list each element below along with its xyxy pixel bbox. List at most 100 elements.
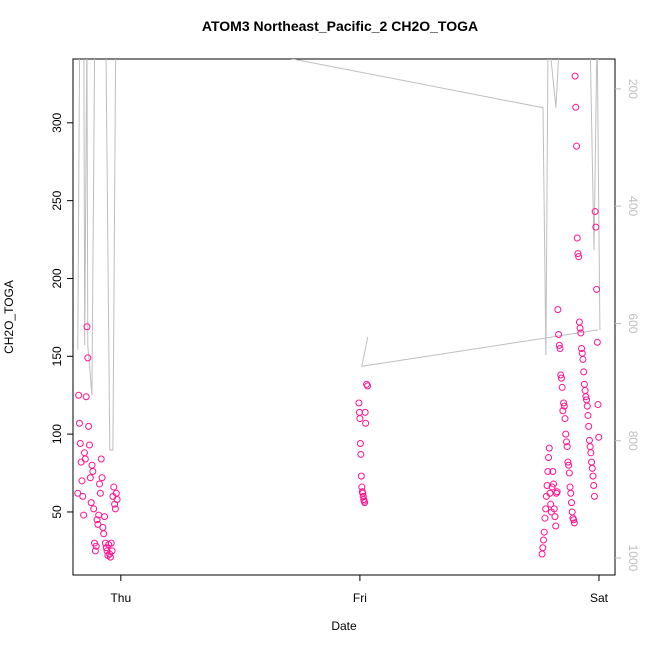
data-point bbox=[81, 455, 89, 463]
data-point bbox=[590, 492, 598, 500]
data-point bbox=[592, 223, 600, 231]
data-point bbox=[557, 371, 565, 379]
x-tick-label: Fri bbox=[353, 591, 367, 605]
data-point bbox=[538, 550, 546, 558]
data-point bbox=[559, 407, 567, 415]
y2-tick-label: 400 bbox=[626, 196, 640, 216]
data-point bbox=[85, 422, 93, 430]
data-point bbox=[92, 542, 100, 550]
data-point bbox=[555, 341, 563, 349]
data-point bbox=[567, 489, 575, 497]
data-point bbox=[76, 439, 84, 447]
data-point bbox=[88, 461, 96, 469]
data-point bbox=[549, 467, 557, 475]
data-point bbox=[93, 516, 101, 524]
data-point bbox=[108, 547, 116, 555]
data-point bbox=[96, 480, 104, 488]
data-point bbox=[355, 399, 363, 407]
data-point bbox=[557, 374, 565, 382]
data-point bbox=[566, 483, 574, 491]
data-point bbox=[565, 469, 573, 477]
data-point bbox=[551, 513, 559, 521]
data-point bbox=[591, 208, 599, 216]
data-point bbox=[79, 492, 87, 500]
data-point bbox=[572, 103, 580, 111]
x-axis-label: Date bbox=[331, 619, 357, 633]
data-point bbox=[357, 472, 365, 480]
y-tick-label: 50 bbox=[50, 505, 64, 519]
data-point bbox=[574, 250, 582, 258]
data-point bbox=[83, 323, 91, 331]
y2-tick-label: 1000 bbox=[626, 545, 640, 572]
y-tick-label: 150 bbox=[50, 346, 64, 366]
data-point bbox=[363, 380, 371, 388]
y-tick-label: 200 bbox=[50, 268, 64, 288]
data-point bbox=[550, 505, 558, 513]
data-point bbox=[111, 505, 119, 513]
data-point bbox=[562, 430, 570, 438]
data-point bbox=[355, 408, 363, 416]
data-point bbox=[573, 142, 581, 150]
data-point bbox=[567, 499, 575, 507]
data-point bbox=[545, 444, 553, 452]
data-point bbox=[96, 489, 104, 497]
data-point bbox=[562, 438, 570, 446]
data-point bbox=[575, 253, 583, 261]
data-point bbox=[554, 306, 562, 314]
data-point bbox=[570, 516, 578, 524]
data-point bbox=[356, 415, 364, 423]
data-point bbox=[356, 439, 364, 447]
data-point bbox=[594, 401, 602, 409]
data-point bbox=[110, 483, 118, 491]
y-axis-label: CH2O_TOGA bbox=[2, 280, 16, 354]
data-point bbox=[581, 387, 589, 395]
data-point bbox=[98, 474, 106, 482]
data-point bbox=[587, 449, 595, 457]
plot-area bbox=[74, 59, 603, 561]
data-point bbox=[75, 419, 83, 427]
data-point bbox=[582, 393, 590, 401]
data-point bbox=[575, 318, 583, 326]
data-point bbox=[545, 453, 553, 461]
plot-frame bbox=[72, 58, 616, 576]
pressure-line bbox=[77, 59, 601, 451]
y2-tick-label: 800 bbox=[626, 431, 640, 451]
data-point bbox=[576, 324, 584, 332]
data-point bbox=[99, 524, 107, 532]
data-point bbox=[580, 380, 588, 388]
data-point bbox=[113, 496, 121, 504]
data-point bbox=[565, 461, 573, 469]
data-point bbox=[580, 368, 588, 376]
data-point bbox=[588, 458, 596, 466]
chart-title: ATOM3 Northeast_Pacific_2 CH2O_TOGA bbox=[202, 18, 478, 34]
data-point bbox=[94, 520, 102, 528]
data-point bbox=[78, 477, 86, 485]
data-point bbox=[550, 480, 558, 488]
data-point bbox=[362, 419, 370, 427]
y-tick-label: 300 bbox=[50, 112, 64, 132]
data-point bbox=[568, 508, 576, 516]
data-point bbox=[556, 345, 564, 353]
data-point bbox=[560, 399, 568, 407]
data-point bbox=[361, 499, 369, 507]
data-point bbox=[539, 544, 547, 552]
data-point bbox=[87, 499, 95, 507]
data-point bbox=[584, 411, 592, 419]
data-point bbox=[558, 383, 566, 391]
data-point bbox=[583, 402, 591, 410]
data-point bbox=[590, 481, 598, 489]
data-point bbox=[543, 481, 551, 489]
data-point bbox=[579, 355, 587, 363]
data-point bbox=[578, 345, 586, 353]
data-point bbox=[561, 415, 569, 423]
data-point bbox=[101, 513, 109, 521]
data-point bbox=[100, 530, 108, 538]
data-point bbox=[595, 433, 603, 441]
y2-tick-label: 200 bbox=[626, 79, 640, 99]
data-point bbox=[563, 443, 571, 451]
data-point bbox=[85, 441, 93, 449]
data-point bbox=[77, 458, 85, 466]
y-tick-label: 100 bbox=[50, 424, 64, 444]
data-point bbox=[588, 464, 596, 472]
